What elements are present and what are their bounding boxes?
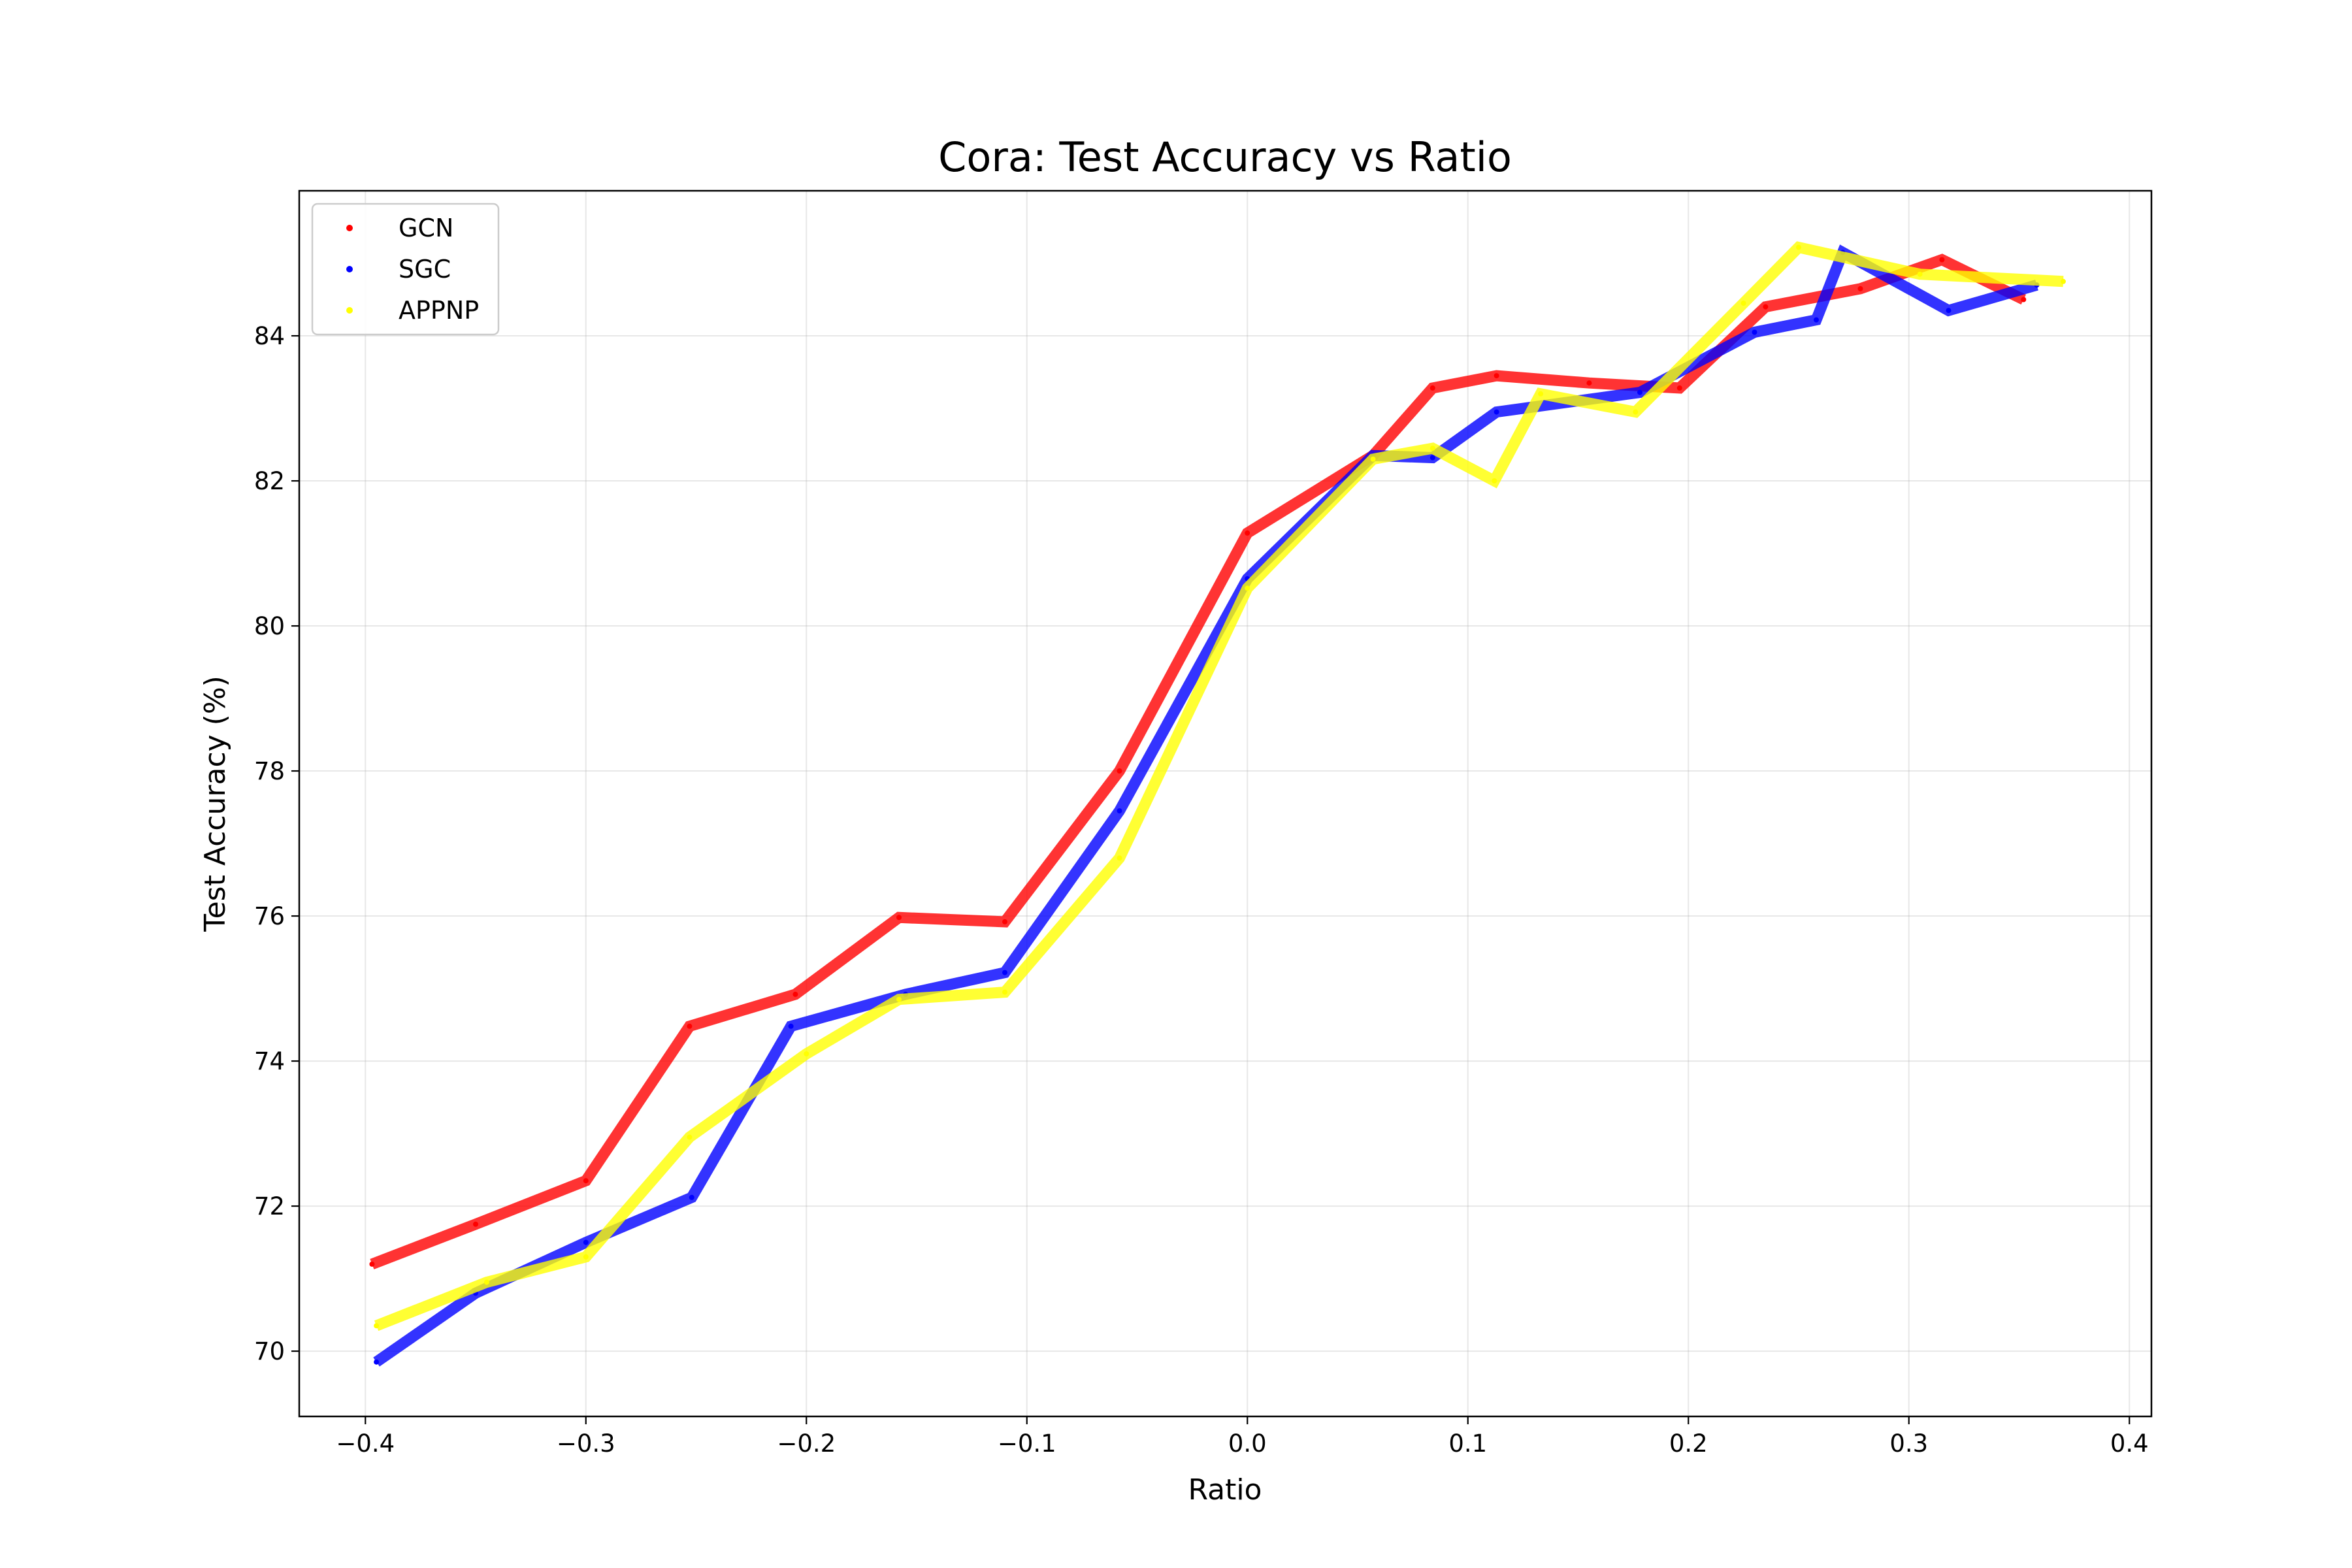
y-axis-label: Test Accuracy (%) [199,676,232,932]
data-point-sgc [374,1359,380,1365]
data-point-gcn [687,1023,693,1029]
data-point-gcn [1245,530,1250,536]
data-point-appnp [1740,301,1746,306]
data-point-appnp [1633,409,1639,415]
legend-marker-sgc [346,266,353,272]
y-tick-label: 76 [254,902,285,930]
x-tick-label: −0.4 [336,1429,395,1458]
data-point-appnp [374,1323,380,1329]
data-point-gcn [1429,385,1435,391]
y-tick-label: 70 [254,1337,285,1365]
data-point-appnp [1002,989,1007,995]
y-tick-label: 74 [254,1047,285,1075]
legend-box [311,203,500,336]
x-tick-label: 0.4 [2110,1429,2149,1458]
data-point-appnp [804,1051,809,1056]
legend: GCN SGC APPNP [311,203,500,336]
x-tick-label: 0.0 [1228,1429,1267,1458]
data-point-appnp [1538,391,1544,397]
data-point-appnp [483,1279,489,1285]
data-point-sgc [689,1194,694,1200]
x-tick-label: 0.3 [1889,1429,1928,1458]
x-tick-label: −0.1 [998,1429,1056,1458]
data-point-sgc [1637,389,1642,395]
y-axis: 70 72 74 76 78 80 82 84 [254,322,299,1365]
data-point-appnp [1370,456,1376,462]
x-tick-label: 0.2 [1669,1429,1708,1458]
x-tick-label: 0.1 [1448,1429,1487,1458]
legend-marker-appnp [346,307,353,314]
data-point-gcn [1857,286,1863,291]
data-point-gcn [1763,304,1769,310]
data-point-gcn [1494,373,1499,379]
y-tick-label: 78 [254,757,285,785]
y-tick-label: 80 [254,612,285,640]
data-point-appnp [896,996,902,1002]
legend-label-appnp: APPNP [399,296,479,325]
y-tick-label: 84 [254,322,285,350]
data-point-gcn [1939,257,1945,263]
series-lines [369,241,2066,1367]
data-point-sgc [1494,409,1499,415]
x-tick-label: −0.2 [777,1429,836,1458]
data-point-sgc [1752,329,1757,335]
data-point-gcn [896,915,902,921]
data-point-gcn [369,1261,375,1267]
data-point-sgc [1002,970,1007,975]
data-point-gcn [2021,297,2027,302]
data-point-appnp [1492,478,1497,483]
data-point-appnp [1917,271,1923,277]
data-point-gcn [1002,919,1007,924]
x-axis: −0.4 −0.3 −0.2 −0.1 0.0 0.1 0.2 0.3 0.4 [336,1416,2149,1458]
data-point-sgc [1429,455,1435,461]
data-point-sgc [583,1239,589,1245]
data-point-gcn [583,1178,589,1184]
legend-label-sgc: SGC [399,255,451,284]
data-point-appnp [1429,446,1435,451]
data-point-sgc [788,1023,794,1029]
data-point-gcn [1676,385,1682,391]
data-point-sgc [1946,308,1952,314]
data-point-appnp [1117,855,1122,861]
data-point-gcn [1586,380,1592,386]
data-point-appnp [1245,585,1250,591]
chart-title: Cora: Test Accuracy vs Ratio [938,133,1512,181]
legend-label-gcn: GCN [399,214,453,242]
data-point-gcn [473,1221,478,1227]
x-axis-label: Ratio [1188,1473,1262,1507]
y-tick-label: 82 [254,467,285,495]
data-point-gcn [1117,768,1122,774]
data-point-appnp [1796,244,1801,250]
data-point-sgc [1117,808,1122,814]
data-point-sgc [1814,317,1819,323]
data-point-gcn [792,991,798,997]
data-point-appnp [583,1254,589,1260]
data-point-appnp [2061,278,2066,284]
y-tick-label: 72 [254,1192,285,1220]
x-tick-label: −0.3 [557,1429,615,1458]
series-line-gcn [370,253,2027,1269]
legend-marker-gcn [346,225,353,231]
series-line-appnp [374,241,2064,1331]
data-point-appnp [687,1134,693,1140]
plot-area-frame [298,189,2153,1418]
